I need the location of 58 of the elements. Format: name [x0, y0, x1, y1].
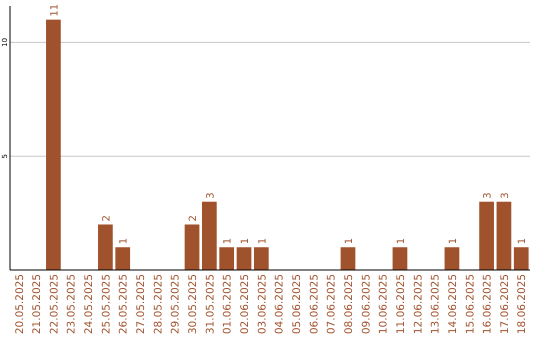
x-tick-label: 24.05.2025 [83, 274, 96, 334]
data-label: 2 [101, 215, 112, 222]
x-tick-label: 15.06.2025 [464, 274, 476, 334]
x-tick-label: 31.05.2025 [204, 274, 216, 334]
x-tick-label: 28.05.2025 [152, 274, 164, 334]
x-tick-label: 26.05.2025 [118, 274, 130, 334]
x-tick-label: 12.06.2025 [412, 274, 424, 334]
x-tick-label: 22.05.2025 [48, 274, 60, 334]
x-tick-label: 06.06.2025 [308, 274, 320, 334]
bar [98, 224, 113, 270]
data-label: 1 [396, 238, 407, 244]
bar [184, 224, 200, 270]
x-tick-label: 08.06.2025 [342, 274, 355, 334]
x-tick-label: 09.06.2025 [360, 274, 372, 334]
bar [202, 202, 217, 270]
data-label: 1 [118, 238, 130, 244]
data-label: 1 [344, 238, 355, 244]
bar [219, 247, 234, 270]
data-label: 3 [205, 192, 216, 199]
x-tick-label: 10.06.2025 [378, 274, 390, 334]
x-tick-label: 07.06.2025 [326, 274, 338, 334]
x-tick-label: 13.06.2025 [430, 274, 442, 334]
x-tick-label: 11.06.2025 [394, 274, 407, 334]
x-tick-label: 25.05.2025 [100, 274, 112, 334]
bar [496, 202, 512, 270]
data-label: 2 [188, 215, 200, 222]
data-label: 1 [257, 238, 268, 244]
x-tick-label: 29.05.2025 [170, 274, 182, 334]
bar [236, 247, 252, 270]
bar [254, 247, 269, 270]
x-tick-label: 14.06.2025 [446, 274, 459, 334]
data-label: 11 [49, 4, 60, 17]
bar [46, 20, 61, 270]
data-label: 1 [240, 238, 252, 244]
x-tick-label: 18.06.2025 [516, 274, 528, 334]
data-label: 1 [517, 238, 528, 244]
bar [392, 247, 408, 270]
x-tick-label: 27.05.2025 [135, 274, 148, 334]
bar [115, 247, 130, 270]
x-tick-label: 20.05.2025 [14, 274, 26, 334]
data-label: 1 [222, 238, 234, 244]
x-tick-label: 23.05.2025 [66, 274, 78, 334]
x-tick-label: 16.06.2025 [482, 274, 494, 334]
data-label: 3 [482, 192, 494, 199]
bar [444, 247, 460, 270]
x-tick-label: 05.06.2025 [290, 274, 303, 334]
x-tick-label: 21.05.2025 [31, 274, 44, 334]
x-tick-label: 03.06.2025 [256, 274, 268, 334]
x-tick-label: 30.05.2025 [187, 274, 200, 334]
data-label: 1 [448, 238, 459, 244]
data-label: 3 [500, 192, 511, 199]
bar [514, 247, 529, 270]
bar [479, 202, 494, 270]
x-tick-label: 17.06.2025 [498, 274, 511, 334]
x-tick-label: 01.06.2025 [222, 274, 234, 334]
bar [340, 247, 356, 270]
x-tick-label: 04.06.2025 [274, 274, 286, 334]
x-tick-label: 02.06.2025 [239, 274, 252, 334]
